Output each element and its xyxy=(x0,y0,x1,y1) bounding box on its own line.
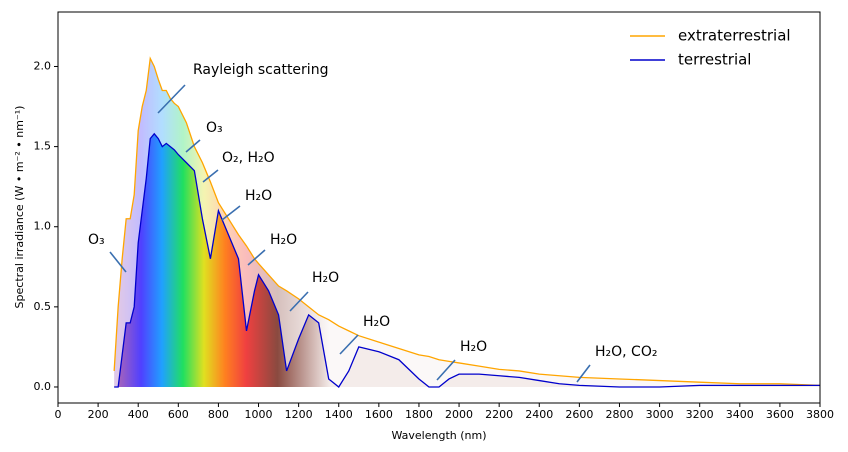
annotation: H₂O xyxy=(270,232,297,248)
annotation-leader xyxy=(339,334,359,355)
x-tick-label: 2600 xyxy=(565,408,593,421)
annotation-leader xyxy=(289,291,309,312)
annotation-leader xyxy=(436,359,456,381)
spectrum-fill xyxy=(114,58,821,387)
annotation: Rayleigh scattering xyxy=(193,62,328,78)
x-tick-label: 800 xyxy=(208,408,229,421)
legend-label: extraterrestrial xyxy=(678,27,791,45)
axes-frame xyxy=(57,11,821,404)
x-tick-label: 1000 xyxy=(245,408,273,421)
annotation-leader xyxy=(576,364,591,383)
y-tick-label: 2.0 xyxy=(34,59,52,72)
annotation: O₃ xyxy=(206,120,223,136)
series-line xyxy=(113,56,821,387)
x-tick-label: 1400 xyxy=(325,408,353,421)
x-tick-label: 200 xyxy=(88,408,109,421)
annotation: H₂O xyxy=(312,270,339,286)
x-tick-label: 1800 xyxy=(405,408,433,421)
x-tick-label: 2200 xyxy=(485,408,513,421)
annotation-leader xyxy=(202,169,219,183)
annotation: H₂O, CO₂ xyxy=(595,344,657,360)
annotation-leader xyxy=(247,249,266,266)
annotation-leader xyxy=(157,84,186,114)
x-tick-label: 600 xyxy=(168,408,189,421)
x-axis-label: Wavelength (nm) xyxy=(391,429,486,442)
annotation: H₂O xyxy=(460,339,487,355)
annotation: O₃ xyxy=(88,232,105,248)
y-tick-label: 0.0 xyxy=(34,380,52,393)
x-tick-label: 0 xyxy=(55,408,62,421)
x-tick-label: 3600 xyxy=(766,408,794,421)
x-tick-label: 2000 xyxy=(445,408,473,421)
x-tick-label: 400 xyxy=(128,408,149,421)
x-tick-label: 2400 xyxy=(525,408,553,421)
annotation-leader xyxy=(109,251,127,273)
y-tick-label: 0.5 xyxy=(34,300,52,313)
y-tick-label: 1.0 xyxy=(34,220,52,233)
x-tick-label: 3400 xyxy=(726,408,754,421)
annotation: H₂O xyxy=(363,314,390,330)
annotation-leader xyxy=(221,205,241,221)
legend-label: terrestrial xyxy=(678,51,751,69)
spectrum-fill xyxy=(114,133,821,387)
x-tick-label: 2800 xyxy=(605,408,633,421)
annotation: H₂O xyxy=(245,188,272,204)
y-axis-label: Spectral irradiance (W • m⁻² • nm⁻¹) xyxy=(13,106,26,309)
x-tick-label: 3200 xyxy=(686,408,714,421)
x-tick-label: 1200 xyxy=(285,408,313,421)
x-tick-label: 1600 xyxy=(365,408,393,421)
x-tick-label: 3800 xyxy=(806,408,834,421)
series-line xyxy=(114,132,820,388)
y-tick-label: 1.5 xyxy=(34,140,52,153)
annotation: O₂, H₂O xyxy=(222,150,275,166)
x-tick-label: 3000 xyxy=(646,408,674,421)
annotation-leader xyxy=(185,139,201,153)
